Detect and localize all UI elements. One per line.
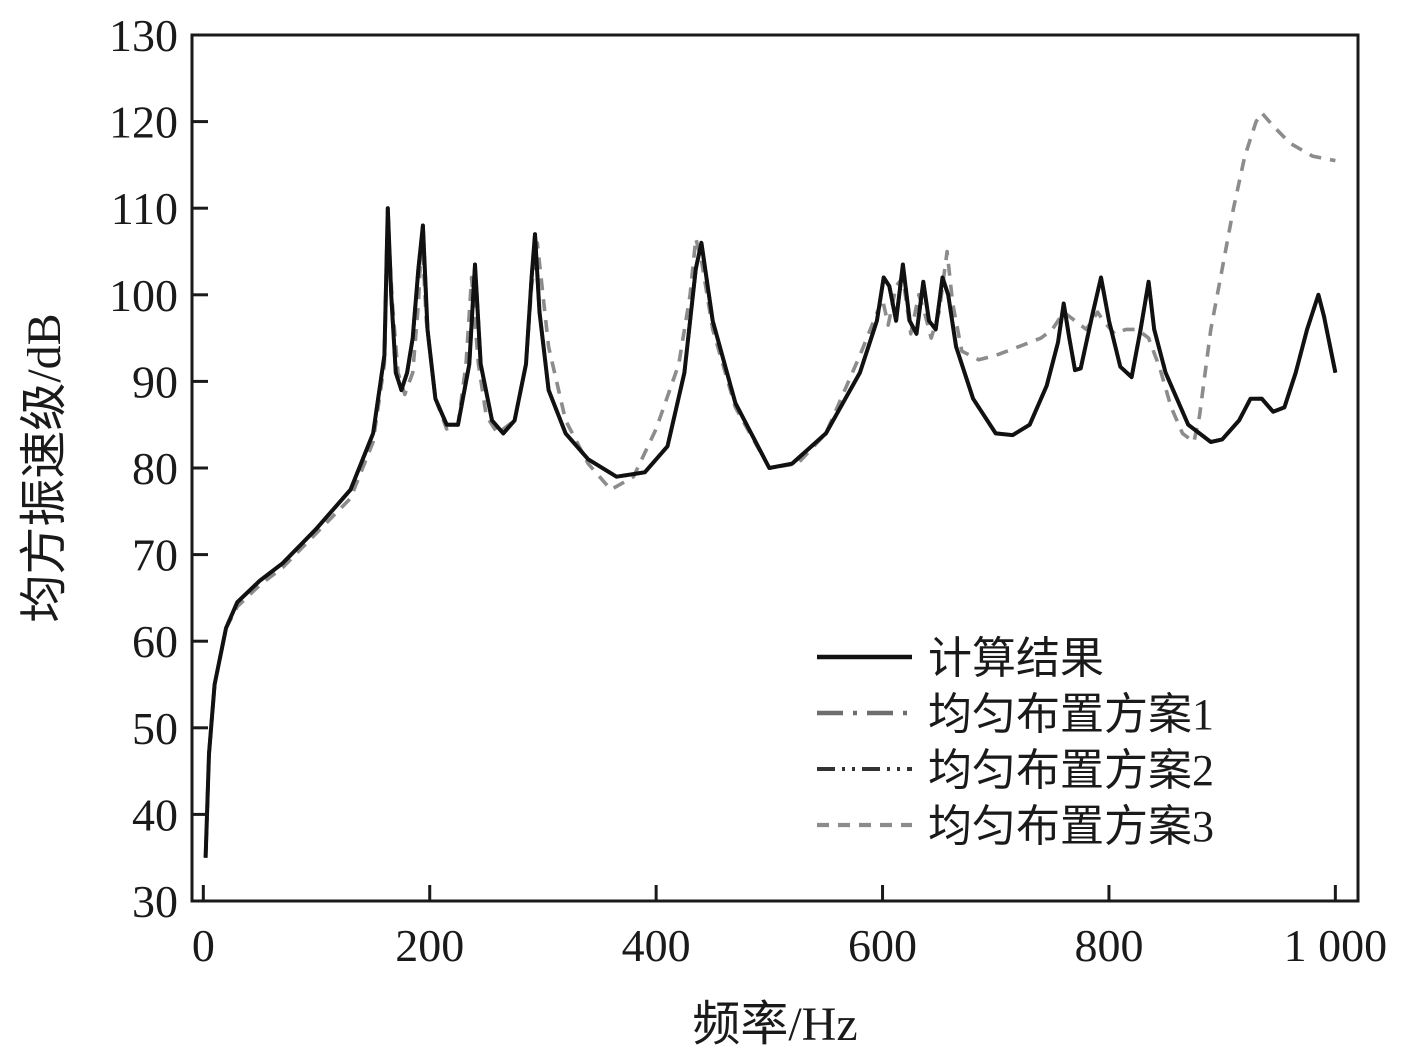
y-tick-label-50: 50 — [132, 703, 178, 754]
y-tick-label-110: 110 — [111, 183, 178, 234]
x-tick-label-400: 400 — [622, 920, 691, 971]
x-tick-label-600: 600 — [848, 920, 917, 971]
y-axis-title: 均方振速级/dB — [18, 313, 71, 622]
y-tick-label-130: 130 — [109, 10, 178, 61]
y-tick-label-40: 40 — [132, 789, 178, 840]
y-tick-label-90: 90 — [132, 356, 178, 407]
y-tick-label-100: 100 — [109, 270, 178, 321]
y-tick-label-30: 30 — [132, 876, 178, 927]
legend-label-series-1: 计算结果 — [928, 634, 1104, 683]
x-tick-label-200: 200 — [395, 920, 464, 971]
y-tick-label-120: 120 — [109, 97, 178, 148]
legend-label-series-4: 均匀布置方案3 — [928, 802, 1214, 851]
legend: 计算结果 均匀布置方案1 均匀布置方案2 均匀布置方案3 — [817, 634, 1214, 851]
x-axis-title: 频率/Hz — [692, 998, 857, 1051]
x-tick-label-1000: 1 000 — [1284, 920, 1388, 971]
y-tick-label-70: 70 — [132, 530, 178, 581]
x-tick-label-800: 800 — [1074, 920, 1143, 971]
ticks-layer: 30 40 50 60 70 80 90 100 110 120 130 0 200 400 600 800 1… — [109, 10, 1387, 971]
series-line-1 — [203, 206, 1338, 858]
x-tick-label-0: 0 — [192, 920, 215, 971]
y-tick-label-80: 80 — [132, 443, 178, 494]
y-tick-label-60: 60 — [132, 616, 178, 667]
legend-label-series-3: 均匀布置方案2 — [928, 746, 1214, 795]
legend-label-series-2: 均匀布置方案1 — [928, 690, 1214, 739]
series-layer — [203, 111, 1338, 858]
